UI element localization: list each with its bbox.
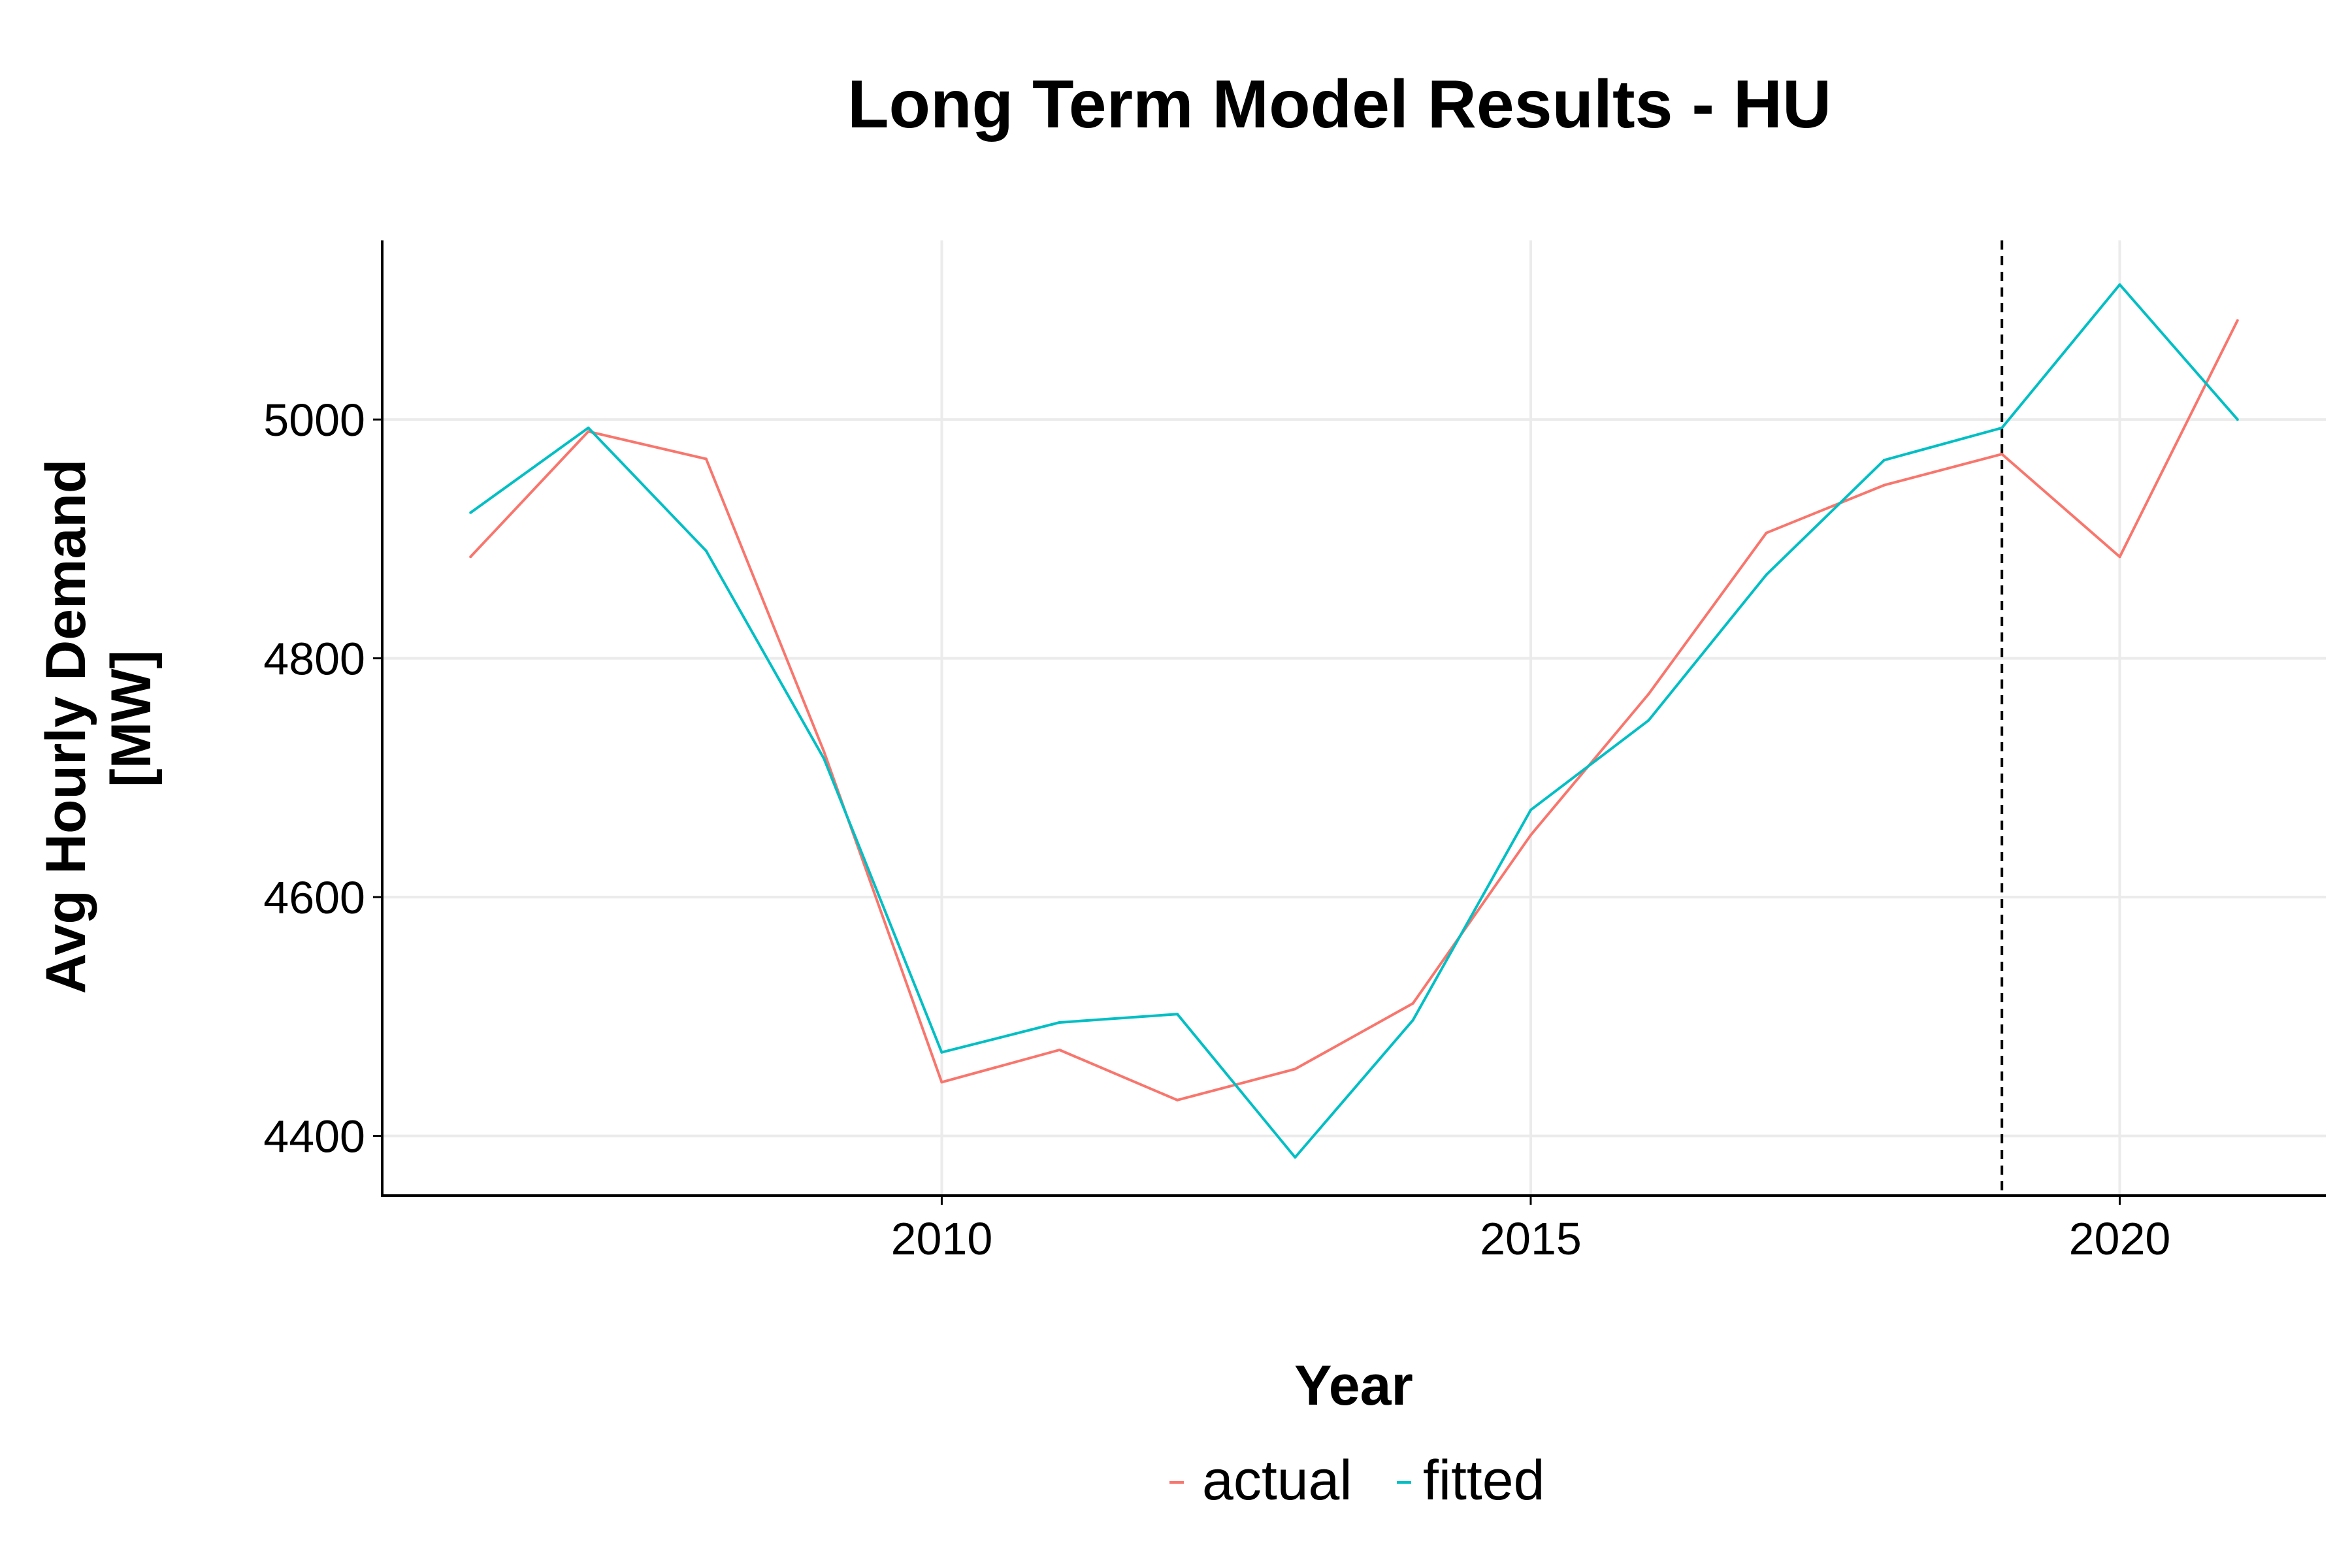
data-point-fitted [1058, 1021, 1061, 1024]
data-point-fitted [704, 549, 708, 553]
data-point-actual [1882, 483, 1886, 487]
data-point-actual [1294, 1068, 1297, 1071]
x-tick-label: 2015 [1480, 1213, 1582, 1264]
data-point-actual [1647, 693, 1650, 696]
data-point-actual [823, 750, 826, 753]
y-axis-title: Avg Hourly Demand [MW] [35, 444, 163, 994]
x-tick-label: 2020 [2069, 1213, 2171, 1264]
data-point-actual [587, 430, 590, 433]
data-point-fitted [1176, 1013, 1179, 1016]
data-point-fitted [2118, 283, 2121, 286]
data-point-actual [1176, 1098, 1179, 1102]
data-point-fitted [1529, 808, 1532, 811]
y-axis-title-line-2: [MW] [100, 650, 163, 787]
data-point-fitted [1882, 459, 1886, 462]
ticks: 4400 4600 4800 5000 2010 2015 2020 [263, 395, 2170, 1264]
legend-label-actual: actual [1202, 1449, 1352, 1512]
series-line-actual [469, 319, 2239, 1102]
axes [381, 240, 2326, 1197]
data-point-actual [704, 457, 708, 461]
series-line-fitted [470, 283, 2239, 1159]
data-point-fitted [587, 426, 590, 429]
series-layer [469, 283, 2239, 1159]
y-tick-label: 4800 [263, 634, 365, 685]
data-point-actual [469, 555, 472, 559]
data-point-fitted [1411, 1019, 1414, 1022]
x-axis-title: Year [1294, 1354, 1413, 1417]
data-point-actual [1058, 1049, 1061, 1052]
y-axis-title-line-1: Avg Hourly Demand [35, 459, 97, 994]
data-point-fitted [1294, 1156, 1297, 1159]
data-point-actual [1529, 834, 1532, 837]
y-tick-label: 5000 [263, 395, 365, 446]
data-point-fitted [2001, 426, 2004, 429]
x-tick-label: 2010 [891, 1213, 993, 1264]
data-point-actual [2001, 453, 2004, 456]
data-point-actual [940, 1081, 943, 1084]
legend: actual fitted [1169, 1449, 1544, 1512]
data-point-actual [1411, 1002, 1414, 1005]
data-point-fitted [940, 1051, 943, 1054]
data-point-fitted [469, 511, 472, 514]
chart-title: Long Term Model Results - HU [847, 67, 1831, 142]
data-point-fitted [2236, 418, 2239, 421]
data-point-fitted [1647, 719, 1650, 722]
grid [382, 240, 2326, 1196]
y-tick-label: 4600 [263, 872, 365, 923]
data-point-actual [1765, 531, 1768, 534]
data-point-fitted [823, 757, 826, 760]
legend-label-fitted: fitted [1423, 1449, 1544, 1512]
data-point-fitted [1765, 573, 1768, 576]
y-tick-label: 4400 [263, 1111, 365, 1162]
data-point-actual [2118, 555, 2121, 559]
data-point-actual [2236, 319, 2239, 322]
